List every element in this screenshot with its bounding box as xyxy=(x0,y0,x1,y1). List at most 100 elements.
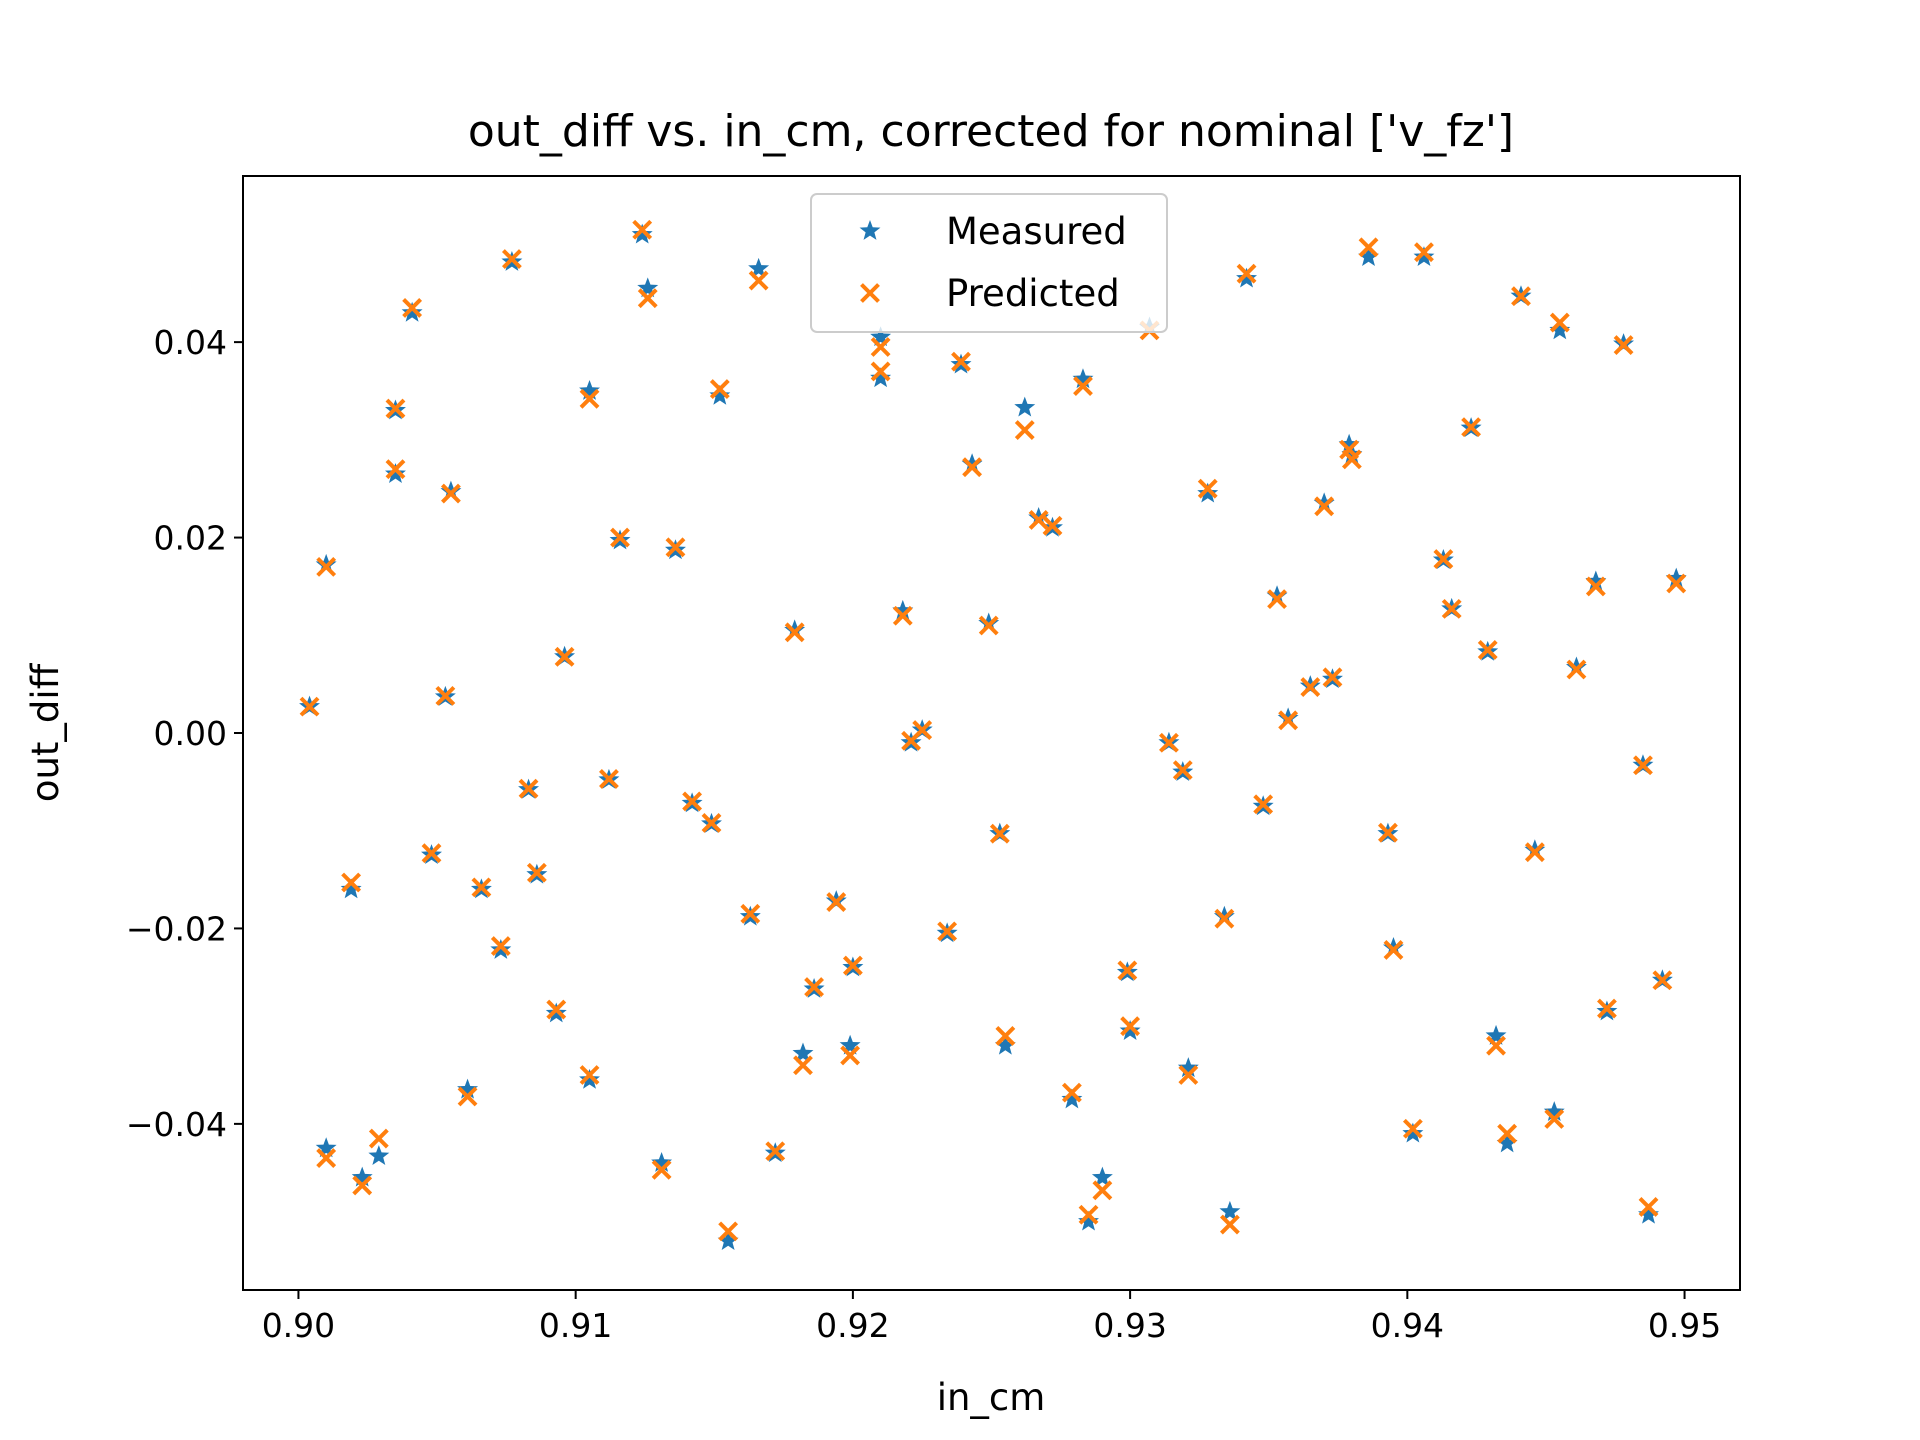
data-point-measured xyxy=(748,257,770,278)
data-point-measured xyxy=(1402,1122,1424,1143)
data-point-predicted xyxy=(1524,842,1545,863)
data-point-predicted xyxy=(765,1141,786,1162)
data-point-predicted xyxy=(740,903,761,924)
data-point-measured xyxy=(1338,433,1360,454)
data-point-predicted xyxy=(421,843,442,864)
data-point-predicted xyxy=(546,999,567,1020)
data-point-predicted xyxy=(784,622,805,643)
legend: Measured Predicted xyxy=(810,193,1168,333)
data-point-predicted xyxy=(718,1221,739,1242)
y-tick-label: 0.00 xyxy=(154,714,227,753)
data-point-measured xyxy=(1543,1101,1565,1122)
data-point-measured xyxy=(1236,267,1258,288)
x-tick-label: 0.90 xyxy=(262,1306,335,1345)
data-point-predicted xyxy=(599,769,619,789)
data-point-predicted xyxy=(632,219,653,240)
y-tick-label: 0.04 xyxy=(154,323,227,362)
data-point-measured xyxy=(994,1034,1016,1055)
data-point-measured xyxy=(490,938,512,959)
data-point-predicted xyxy=(995,1026,1016,1046)
data-point-predicted xyxy=(1300,677,1321,697)
data-point-measured xyxy=(1358,246,1379,267)
data-point-predicted xyxy=(937,921,958,942)
data-point-measured xyxy=(1014,396,1036,417)
data-point-predicted xyxy=(793,1055,813,1076)
data-point-predicted xyxy=(1267,589,1287,610)
data-point-predicted xyxy=(1042,515,1063,536)
data-point-predicted xyxy=(912,720,933,740)
data-point-predicted xyxy=(1278,710,1299,731)
data-point-measured xyxy=(1565,656,1587,677)
data-point-predicted xyxy=(840,1045,861,1066)
data-point-measured xyxy=(961,453,983,474)
data-point-predicted xyxy=(1314,496,1335,517)
data-point-measured xyxy=(651,1151,673,1172)
data-point-measured xyxy=(839,1034,861,1055)
data-point-measured xyxy=(1549,319,1571,340)
data-point-measured xyxy=(978,612,1000,633)
x-tick-label: 0.91 xyxy=(539,1306,612,1345)
legend-box xyxy=(810,193,1168,333)
data-point-predicted xyxy=(709,379,730,399)
data-point-predicted xyxy=(368,1128,389,1149)
data-point-predicted xyxy=(490,936,511,956)
data-point-predicted xyxy=(385,459,406,480)
data-point-predicted xyxy=(554,646,575,667)
data-point-predicted xyxy=(962,457,983,478)
data-point-predicted xyxy=(665,537,686,558)
data-point-measured xyxy=(1496,1132,1518,1153)
data-point-measured xyxy=(579,379,600,400)
legend-marker-predicted xyxy=(860,283,880,303)
data-point-predicted xyxy=(1585,576,1606,597)
data-point-predicted xyxy=(1433,549,1454,569)
data-point-measured xyxy=(545,1002,567,1023)
data-point-predicted xyxy=(471,877,492,898)
data-point-measured xyxy=(1313,492,1335,513)
data-point-predicted xyxy=(1028,510,1049,530)
data-point-predicted xyxy=(1613,335,1634,355)
data-point-predicted xyxy=(316,556,337,577)
data-point-predicted xyxy=(385,398,406,419)
data-point-measured xyxy=(1413,246,1435,267)
x-tick-label: 0.94 xyxy=(1371,1306,1444,1345)
y-tick-label: 0.02 xyxy=(154,519,227,558)
legend-marker-measured xyxy=(859,220,881,240)
data-point-predicted xyxy=(1159,732,1179,753)
data-point-predicted xyxy=(1633,755,1653,776)
y-axis-label: out_diff xyxy=(24,662,67,802)
data-point-measured xyxy=(870,326,892,347)
data-point-predicted xyxy=(1402,1118,1423,1139)
data-point-measured xyxy=(1197,482,1219,503)
data-point-predicted xyxy=(870,361,891,382)
data-point-measured xyxy=(351,1166,373,1187)
data-point-predicted xyxy=(1414,242,1434,263)
data-point-predicted xyxy=(1219,1214,1240,1235)
data-point-predicted xyxy=(1061,1082,1082,1103)
data-point-predicted xyxy=(651,1159,672,1180)
data-point-predicted xyxy=(1378,822,1398,843)
data-point-measured xyxy=(401,301,423,322)
data-point-predicted xyxy=(1477,640,1498,660)
data-point-predicted xyxy=(316,1148,337,1168)
data-point-measured xyxy=(792,1042,814,1063)
data-point-measured xyxy=(315,553,337,574)
data-point-predicted xyxy=(435,685,456,706)
data-point-measured xyxy=(1061,1088,1083,1109)
points-layer xyxy=(299,219,1687,1251)
data-point-predicted xyxy=(951,351,971,372)
data-point-predicted xyxy=(1597,998,1617,1019)
data-point-predicted xyxy=(1117,960,1138,981)
data-point-measured xyxy=(1383,936,1404,957)
x-tick-label: 0.95 xyxy=(1648,1306,1721,1345)
data-point-measured xyxy=(1091,1166,1113,1187)
data-point-predicted xyxy=(1549,312,1570,333)
data-point-predicted xyxy=(1666,573,1687,594)
data-point-predicted xyxy=(989,823,1010,844)
data-point-measured xyxy=(1638,1203,1659,1224)
x-tick-label: 0.92 xyxy=(816,1306,889,1345)
data-point-predicted xyxy=(1358,237,1379,258)
ticks-layer: 0.90 0.91 0.92 0.93 0.94 0.95 −0.04 −0.02 0.00 0.… xyxy=(126,323,1721,1345)
data-point-measured xyxy=(709,384,731,405)
data-point-predicted xyxy=(637,288,658,309)
